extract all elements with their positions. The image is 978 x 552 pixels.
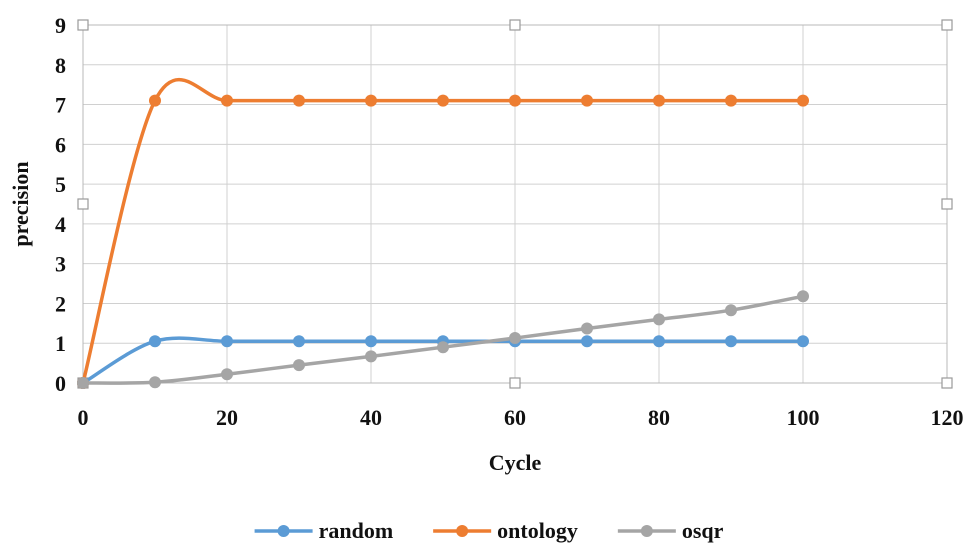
y-tick-labels: 0 1 2 3 4 5 6 7 8 9 bbox=[55, 13, 66, 396]
data-point-ontology bbox=[725, 94, 737, 107]
series-points bbox=[77, 94, 809, 389]
data-point-ontology bbox=[509, 94, 521, 107]
data-point-random bbox=[653, 335, 665, 348]
data-point-random bbox=[149, 335, 161, 348]
data-point-osqr bbox=[365, 350, 377, 363]
data-point-osqr bbox=[293, 359, 305, 372]
legend-label-ontology: ontology bbox=[497, 518, 578, 543]
data-point-osqr bbox=[797, 290, 809, 303]
legend-label-random: random bbox=[319, 518, 394, 543]
legend-label-osqr: osqr bbox=[682, 518, 724, 543]
data-point-osqr bbox=[149, 376, 161, 389]
resize-handle[interactable] bbox=[509, 19, 521, 31]
x-tick-label: 60 bbox=[504, 405, 526, 430]
data-point-osqr bbox=[509, 332, 521, 345]
x-axis-title: Cycle bbox=[489, 450, 542, 475]
data-point-random bbox=[581, 335, 593, 348]
data-point-ontology bbox=[365, 94, 377, 107]
data-point-ontology bbox=[581, 94, 593, 107]
data-point-random bbox=[725, 335, 737, 348]
x-tick-label: 80 bbox=[648, 405, 670, 430]
data-point-ontology bbox=[437, 94, 449, 107]
x-tick-label: 100 bbox=[787, 405, 820, 430]
resize-handle[interactable] bbox=[77, 198, 89, 210]
data-point-random bbox=[221, 335, 233, 348]
legend-item-osqr: osqr bbox=[617, 518, 724, 543]
data-point-ontology bbox=[797, 94, 809, 107]
legend-item-random: random bbox=[254, 518, 394, 543]
legend-marker-ontology bbox=[456, 525, 469, 537]
data-point-osqr bbox=[725, 304, 737, 317]
x-tick-label: 120 bbox=[931, 405, 964, 430]
y-tick-label: 3 bbox=[55, 252, 66, 277]
resize-handle[interactable] bbox=[509, 377, 521, 389]
data-point-ontology bbox=[293, 94, 305, 107]
y-tick-label: 0 bbox=[55, 371, 66, 396]
y-tick-label: 8 bbox=[55, 53, 66, 78]
legend-marker-random bbox=[277, 525, 290, 537]
x-tick-label: 40 bbox=[360, 405, 382, 430]
y-tick-label: 1 bbox=[55, 331, 66, 356]
x-tick-labels: 0 20 40 60 80 100 120 bbox=[78, 405, 964, 430]
data-point-ontology bbox=[221, 94, 233, 107]
y-tick-label: 5 bbox=[55, 172, 66, 197]
data-point-osqr bbox=[77, 377, 89, 389]
data-point-osqr bbox=[221, 368, 233, 381]
y-tick-label: 2 bbox=[55, 291, 66, 316]
legend-item-ontology: ontology bbox=[433, 518, 578, 543]
grid bbox=[82, 24, 948, 384]
data-point-ontology bbox=[653, 94, 665, 107]
y-tick-label: 6 bbox=[55, 132, 66, 157]
data-point-random bbox=[797, 335, 809, 348]
data-point-ontology bbox=[149, 94, 161, 107]
resize-handle[interactable] bbox=[941, 198, 953, 210]
resize-handle[interactable] bbox=[77, 19, 89, 31]
y-tick-label: 7 bbox=[55, 93, 66, 118]
resize-handle[interactable] bbox=[941, 19, 953, 31]
data-point-random bbox=[365, 335, 377, 348]
legend-marker-osqr bbox=[640, 525, 653, 537]
data-point-osqr bbox=[437, 341, 449, 354]
data-point-osqr bbox=[653, 313, 665, 326]
legend: random ontology osqr bbox=[254, 518, 724, 543]
resize-handle[interactable] bbox=[941, 377, 953, 389]
x-tick-label: 20 bbox=[216, 405, 238, 430]
x-tick-label: 0 bbox=[78, 405, 89, 430]
data-point-random bbox=[293, 335, 305, 348]
y-axis-title: precision bbox=[8, 161, 33, 246]
data-point-osqr bbox=[581, 322, 593, 335]
y-tick-label: 9 bbox=[55, 13, 66, 38]
y-tick-label: 4 bbox=[55, 212, 66, 237]
